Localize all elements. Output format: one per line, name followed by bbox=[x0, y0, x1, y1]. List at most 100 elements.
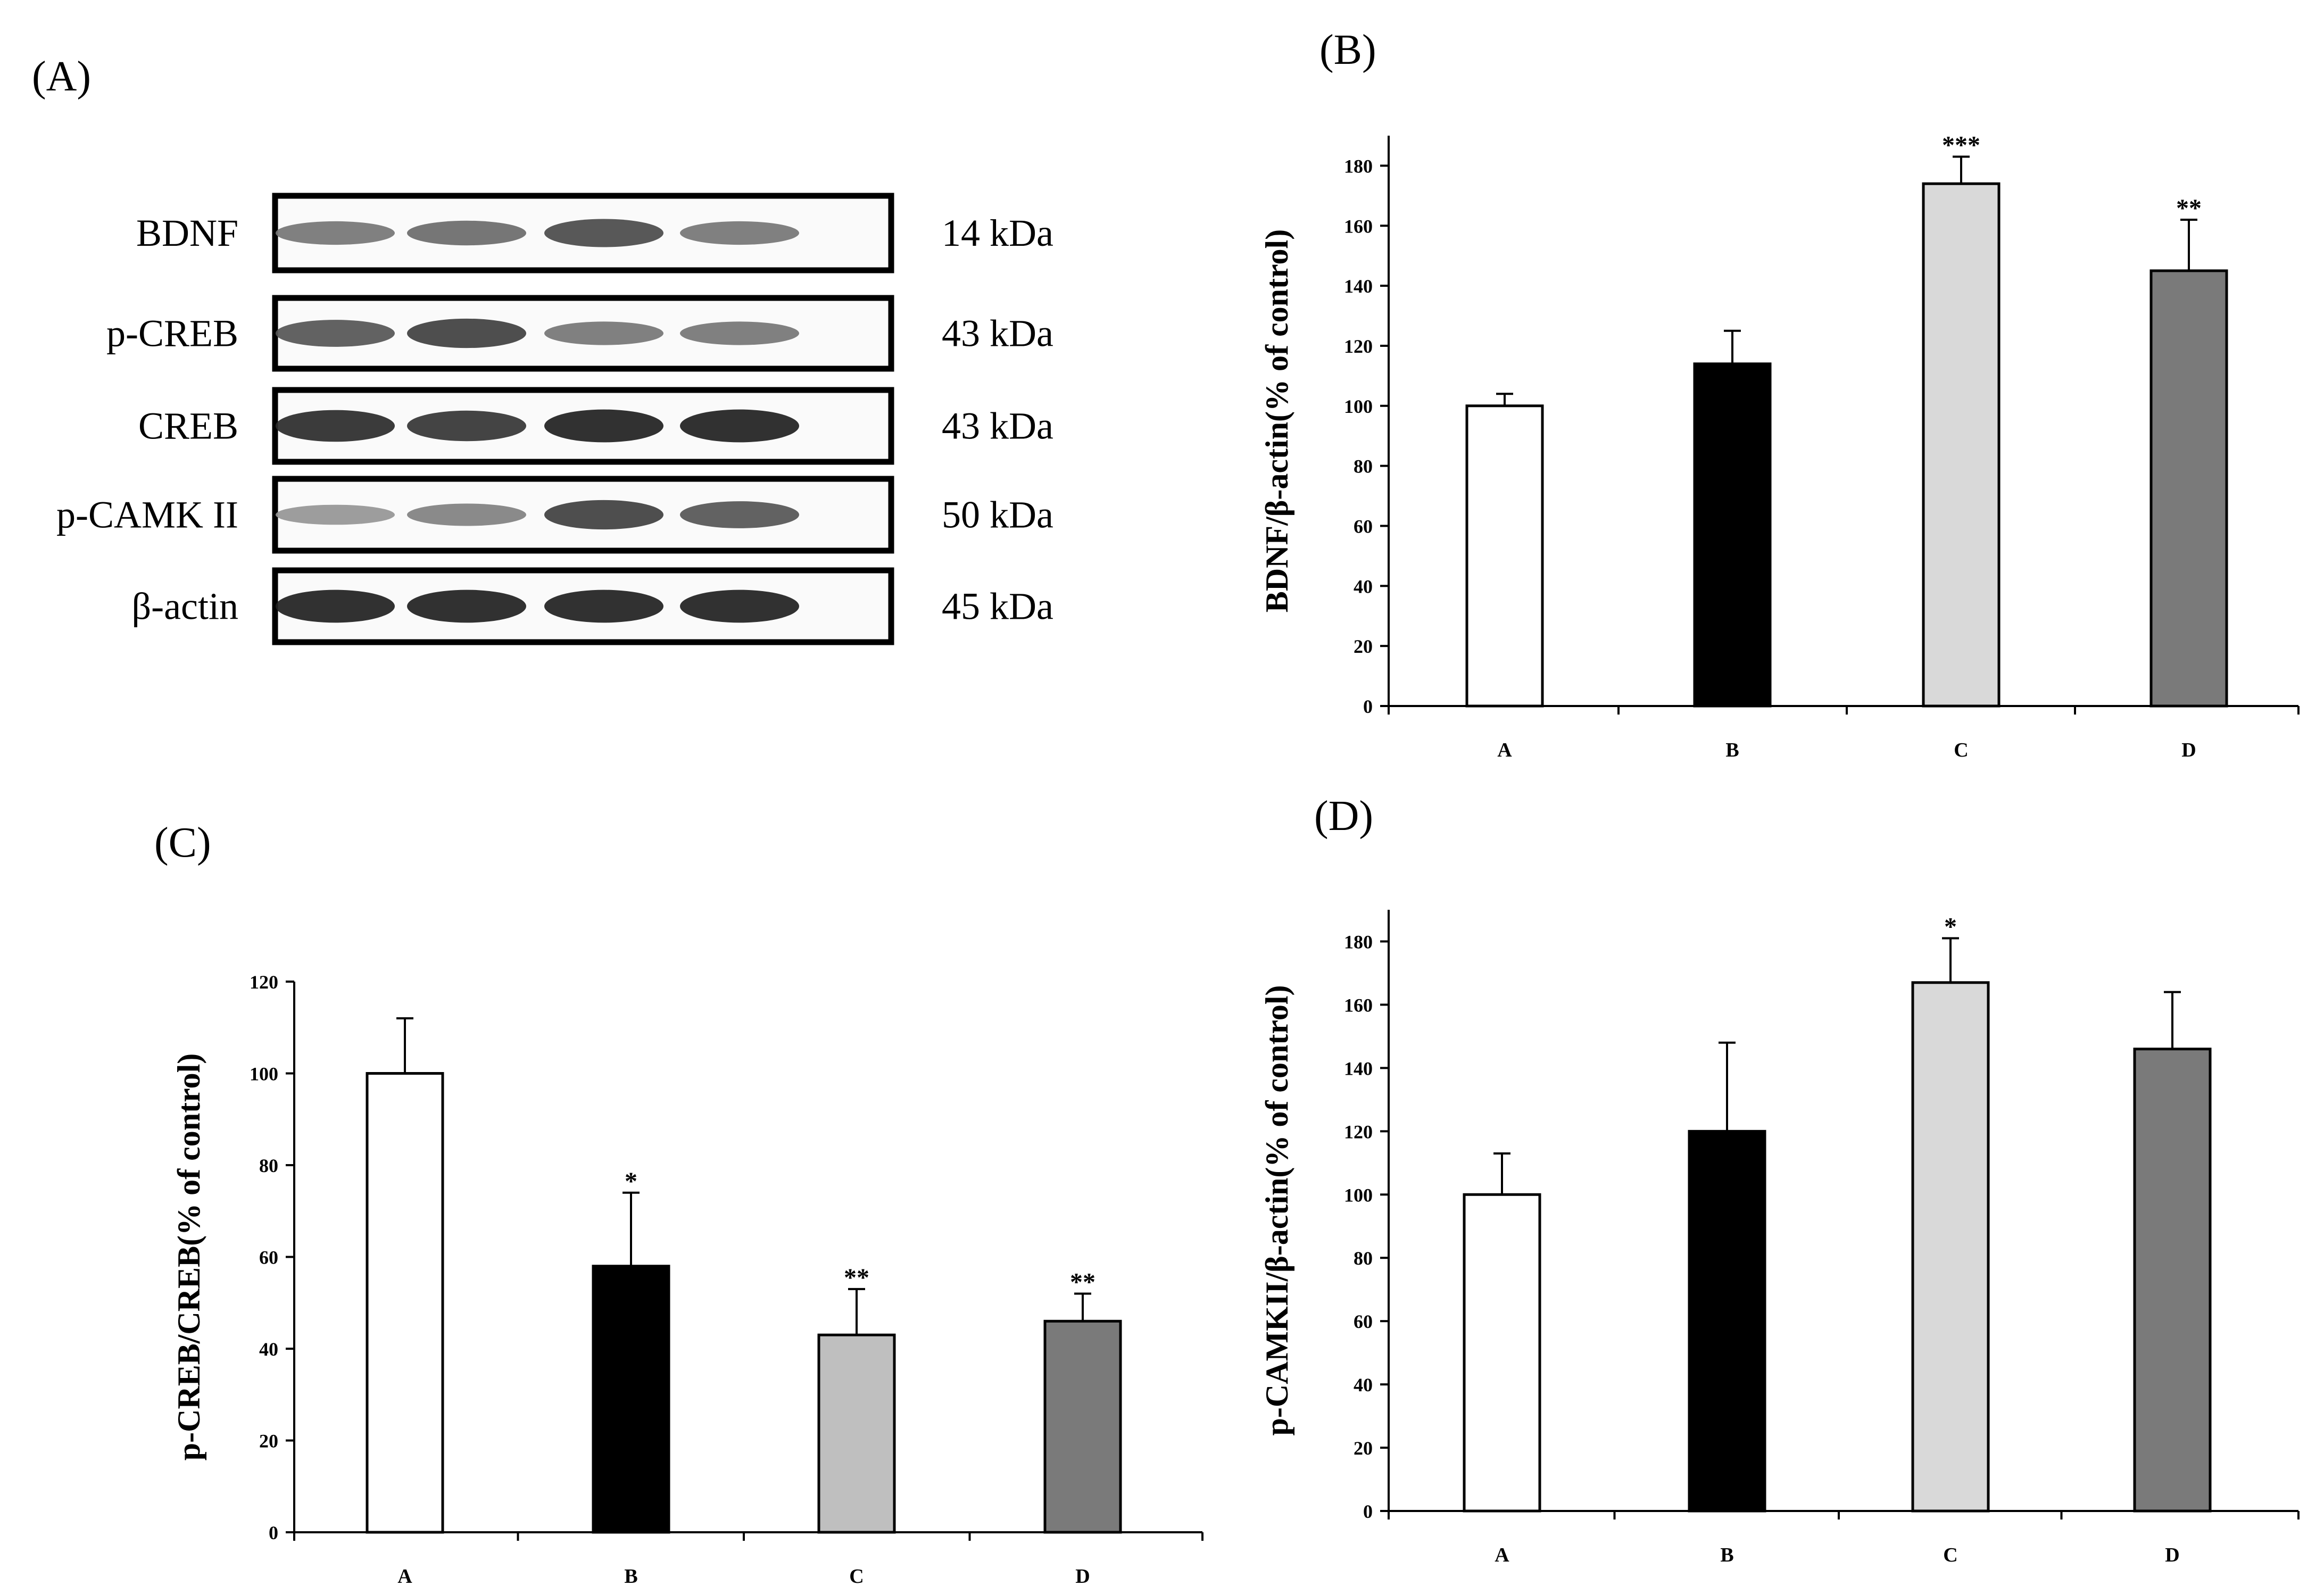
blot-protein-label: p-CAMK II bbox=[56, 494, 238, 536]
y-tick-label: 80 bbox=[259, 1155, 278, 1176]
blot-band bbox=[544, 321, 663, 345]
x-category-label: D bbox=[2181, 739, 2196, 761]
y-axis-label: p-CREB/CREB(% of control) bbox=[171, 1053, 206, 1461]
chart-pcamkii: 0 20 40 60 80 100 120 140 160 180 A B * C Dp-CAMKII/β-… bbox=[1259, 910, 2300, 1566]
y-tick-label: 80 bbox=[1354, 1248, 1373, 1269]
blot-row: BDNF 14 kDa bbox=[136, 193, 1053, 273]
x-category-label: D bbox=[1075, 1565, 1090, 1586]
y-tick-label: 180 bbox=[1344, 155, 1373, 177]
x-category-label: C bbox=[1954, 739, 1968, 761]
y-tick-label: 20 bbox=[259, 1431, 278, 1452]
y-tick-label: 0 bbox=[269, 1522, 278, 1543]
bar bbox=[2149, 269, 2228, 708]
x-category-label: C bbox=[849, 1565, 864, 1586]
blot-band bbox=[680, 501, 799, 528]
western-blot: BDNF 14 kDa p-CREB 43 kDa CREB 43 kDa p-CAMK I… bbox=[56, 193, 1053, 645]
blot-size-label: 43 kDa bbox=[942, 405, 1053, 447]
blot-band bbox=[680, 409, 799, 443]
y-tick-label: 120 bbox=[250, 971, 278, 993]
blot-band bbox=[276, 410, 395, 442]
bar bbox=[1911, 981, 1990, 1513]
x-category-label: A bbox=[1495, 1544, 1509, 1566]
bar bbox=[1463, 1193, 1541, 1513]
x-category-label: B bbox=[1720, 1544, 1733, 1566]
panel-label-c: (C) bbox=[154, 819, 211, 866]
blot-band bbox=[544, 219, 663, 247]
y-tick-label: 140 bbox=[1344, 276, 1373, 297]
blot-size-label: 45 kDa bbox=[942, 585, 1053, 628]
significance-mark: ** bbox=[1070, 1268, 1095, 1297]
y-tick-label: 40 bbox=[259, 1339, 278, 1360]
blot-band bbox=[407, 503, 526, 526]
y-tick-label: 0 bbox=[1363, 696, 1373, 717]
blot-band bbox=[407, 220, 526, 246]
blot-band bbox=[276, 504, 395, 525]
blot-band bbox=[680, 321, 799, 345]
chart-pcreb: 0 20 40 60 80 100 120 A * B ** C ** Dp-CREB/CREB(% of… bbox=[171, 971, 1204, 1586]
y-tick-label: 60 bbox=[1354, 1311, 1373, 1332]
y-tick-label: 60 bbox=[1354, 516, 1373, 537]
panel-label-d: (D) bbox=[1314, 793, 1373, 840]
y-tick-label: 120 bbox=[1344, 336, 1373, 357]
bar bbox=[1922, 182, 2001, 708]
blot-band bbox=[544, 409, 663, 443]
blot-row: p-CAMK II 50 kDa bbox=[56, 476, 1053, 554]
y-tick-label: 20 bbox=[1354, 636, 1373, 657]
bar bbox=[1465, 404, 1544, 708]
bar bbox=[1693, 362, 1772, 708]
blot-band bbox=[407, 410, 526, 442]
blot-band bbox=[276, 589, 395, 623]
y-tick-label: 120 bbox=[1344, 1121, 1373, 1142]
bar bbox=[592, 1265, 670, 1534]
y-tick-label: 80 bbox=[1354, 456, 1373, 477]
x-category-label: A bbox=[397, 1565, 412, 1586]
y-tick-label: 100 bbox=[250, 1064, 278, 1085]
y-tick-label: 20 bbox=[1354, 1438, 1373, 1459]
y-tick-label: 160 bbox=[1344, 994, 1373, 1016]
blot-row: p-CREB 43 kDa bbox=[106, 295, 1053, 372]
x-category-label: A bbox=[1497, 739, 1512, 761]
significance-mark: * bbox=[1944, 913, 1957, 941]
blot-band bbox=[276, 221, 395, 245]
blot-band bbox=[680, 589, 799, 623]
blot-protein-label: p-CREB bbox=[106, 312, 238, 355]
y-tick-label: 40 bbox=[1354, 1374, 1373, 1396]
bar bbox=[2133, 1048, 2212, 1513]
blot-band bbox=[544, 500, 663, 530]
y-tick-label: 0 bbox=[1363, 1501, 1373, 1522]
blot-protein-label: CREB bbox=[138, 405, 238, 447]
bar bbox=[817, 1333, 896, 1534]
y-tick-label: 180 bbox=[1344, 931, 1373, 952]
blot-size-label: 50 kDa bbox=[942, 494, 1053, 536]
blot-protein-label: β-actin bbox=[131, 585, 238, 628]
blot-row: CREB 43 kDa bbox=[138, 387, 1053, 465]
x-category-label: B bbox=[1725, 739, 1739, 761]
bar bbox=[1043, 1319, 1122, 1534]
blot-size-label: 14 kDa bbox=[942, 212, 1053, 254]
blot-band bbox=[544, 589, 663, 623]
significance-mark: *** bbox=[1942, 131, 1980, 159]
y-axis-label: p-CAMKII/β-actin(% of control) bbox=[1259, 985, 1294, 1435]
blot-size-label: 43 kDa bbox=[942, 312, 1053, 355]
y-axis-label: BDNF/β-actin(% of control) bbox=[1259, 229, 1294, 612]
blot-band bbox=[680, 221, 799, 245]
y-tick-label: 100 bbox=[1344, 1184, 1373, 1206]
y-tick-label: 160 bbox=[1344, 215, 1373, 237]
bar bbox=[366, 1072, 444, 1534]
blot-band bbox=[407, 589, 526, 623]
blot-row: β-actin 45 kDa bbox=[131, 567, 1053, 645]
significance-mark: ** bbox=[2176, 194, 2202, 222]
y-tick-label: 100 bbox=[1344, 396, 1373, 417]
blot-band bbox=[276, 320, 395, 347]
x-category-label: C bbox=[1943, 1544, 1957, 1566]
panel-label-b: (B) bbox=[1319, 27, 1376, 73]
y-tick-label: 60 bbox=[259, 1247, 278, 1268]
y-tick-label: 140 bbox=[1344, 1058, 1373, 1079]
significance-mark: ** bbox=[844, 1264, 869, 1292]
y-tick-label: 40 bbox=[1354, 576, 1373, 597]
significance-mark: * bbox=[625, 1167, 637, 1195]
blot-protein-label: BDNF bbox=[136, 212, 238, 254]
x-category-label: D bbox=[2165, 1544, 2179, 1566]
x-category-label: B bbox=[624, 1565, 637, 1586]
